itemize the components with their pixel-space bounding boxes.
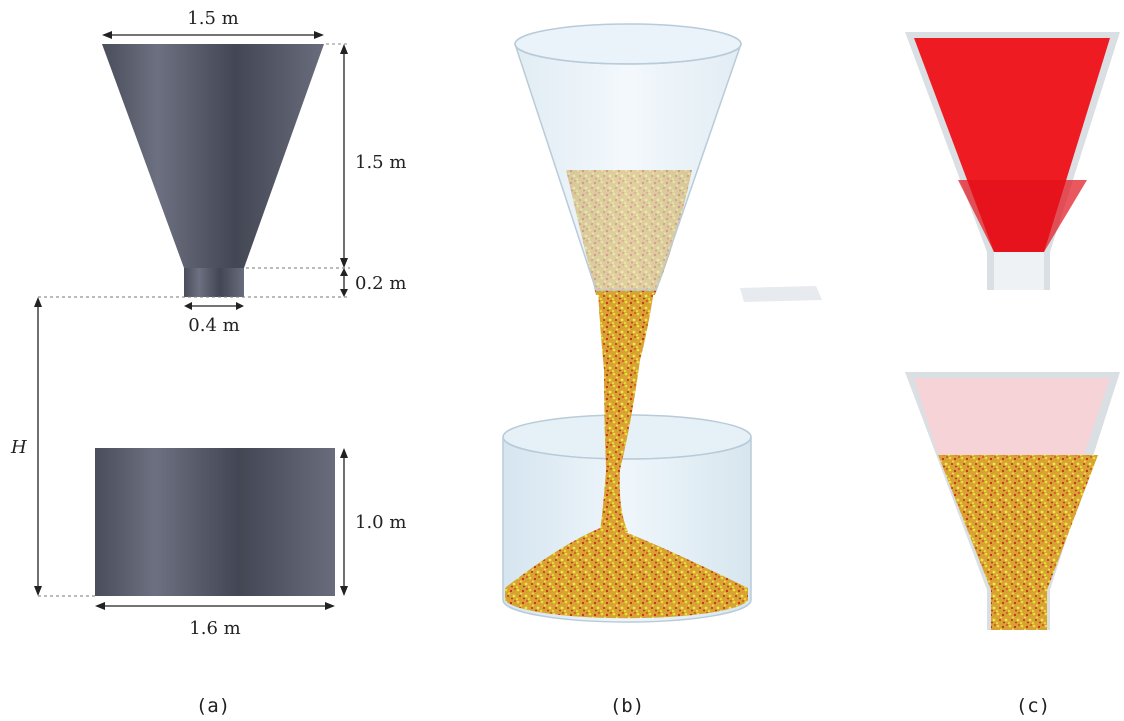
label-top-width: 1.5 m xyxy=(187,8,238,29)
container-box xyxy=(95,448,335,596)
particle-pile xyxy=(505,528,748,619)
dim-outlet-height xyxy=(340,268,348,297)
hopper-cone xyxy=(102,44,324,268)
dim-drop-height xyxy=(34,297,42,596)
caption-a: (a) xyxy=(196,695,230,717)
panel-a: 1.5 m 1.5 m 0.2 m 0.4 m xyxy=(10,8,406,717)
hopper-top-outlet xyxy=(994,252,1044,290)
dim-top-width xyxy=(102,31,324,39)
label-drop-height: H xyxy=(10,437,27,458)
dim-outlet-width xyxy=(184,302,244,310)
label-container-height: 1.0 m xyxy=(355,512,406,533)
hopper-glass xyxy=(514,43,742,291)
hopper-bottom-empty xyxy=(914,378,1110,455)
dim-hopper-height xyxy=(340,44,348,268)
panel-b: (b) xyxy=(502,23,822,717)
particle-stream xyxy=(598,290,654,532)
hopper-outlet xyxy=(184,268,244,297)
caption-c: (c) xyxy=(1016,695,1050,717)
dim-container-height xyxy=(340,448,348,596)
label-hopper-height: 1.5 m xyxy=(355,152,406,173)
label-outlet-width: 0.4 m xyxy=(188,315,239,336)
hopper-top-fill xyxy=(914,38,1110,252)
label-outlet-height: 0.2 m xyxy=(355,273,406,294)
hopper-top-shade xyxy=(958,180,1087,252)
caption-b: (b) xyxy=(610,695,644,717)
panel-c: (c) xyxy=(905,32,1120,717)
dim-container-width xyxy=(95,602,335,610)
plate-shadow xyxy=(740,286,822,302)
hopper-bottom-particles xyxy=(938,455,1098,630)
label-container-width: 1.6 m xyxy=(189,618,240,639)
